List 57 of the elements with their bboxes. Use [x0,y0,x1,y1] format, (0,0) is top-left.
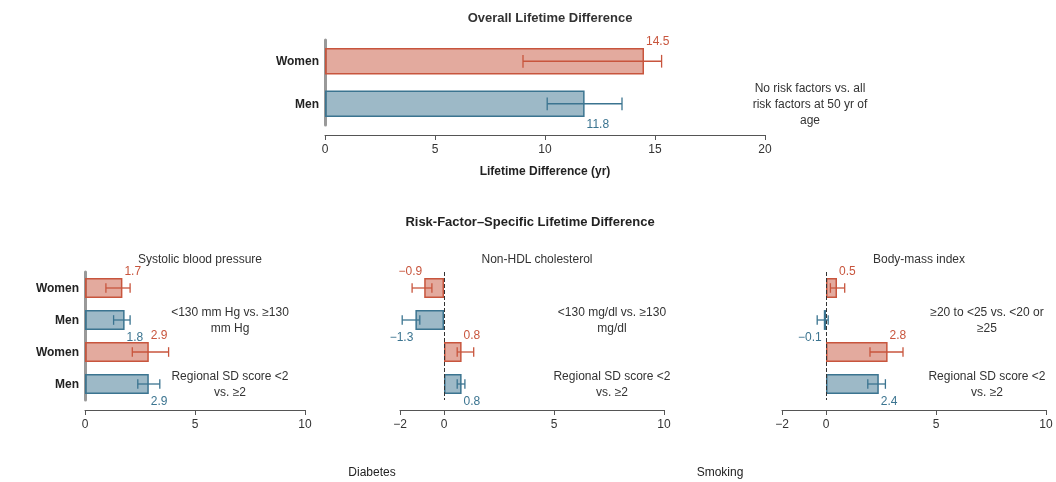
data-label: 0.8 [463,328,481,343]
y-tick-label: Men [55,377,79,391]
y-tick-label: Men [295,96,319,111]
data-label: 0.5 [839,264,857,279]
annotation: Regional SD score <2 vs. ≥2 [927,368,1047,400]
x-tick-label: 10 [1039,417,1053,431]
annotation: No risk factors vs. all risk factors at 50 yr of age [751,79,869,128]
chart-title: Systolic blood pressure [137,252,263,266]
data-label: 14.5 [646,34,670,49]
x-tick-label: 5 [932,417,940,431]
chart-title: Non-HDL cholesterol [481,252,593,266]
x-tick-label: 0 [440,417,448,431]
data-label: 1.7 [124,264,142,279]
chart-title: Overall Lifetime Difference [467,10,633,25]
data-label: 0.8 [463,393,481,408]
annotation: Regional SD score <2 vs. ≥2 [170,368,290,400]
x-axis-title: Lifetime Difference (yr) [479,164,611,178]
x-tick-label: 0 [81,417,89,431]
bar [826,342,888,362]
annotation: Regional SD score <2 vs. ≥2 [552,368,672,400]
data-label: −0.1 [798,329,823,344]
y-tick-label: Men [55,313,79,327]
data-label: 2.9 [150,393,168,408]
data-label: 2.4 [880,393,898,408]
annotation: <130 mg/dl vs. ≥130 mg/dl [556,304,668,336]
x-tick-label: 20 [758,142,772,156]
data-label: −0.9 [398,264,423,279]
annotation: ≥20 to <25 vs. <20 or ≥25 [929,304,1045,336]
y-tick-label: Women [35,281,79,295]
text: Smoking [696,465,744,479]
chart-title: Body-mass index [872,252,966,266]
annotation: <130 mm Hg vs. ≥130 mm Hg [170,304,290,336]
data-label: −1.3 [389,329,414,344]
text: Diabetes [348,465,396,479]
data-label: 2.9 [150,328,168,343]
x-tick-label: 0 [822,417,830,431]
bar [826,374,879,394]
x-tick-label: 0 [321,142,329,156]
bar [85,342,149,362]
text: Risk-Factor–Specific Lifetime Difference [405,214,655,229]
x-tick-label: 10 [657,417,671,431]
x-tick-label: 5 [191,417,199,431]
data-label: 1.8 [126,329,144,344]
x-tick-label: 5 [431,142,439,156]
x-tick-label: −2 [775,417,790,431]
y-tick-label: Women [275,54,319,69]
x-tick-label: 5 [550,417,558,431]
x-tick-label: 10 [538,142,552,156]
bar [85,310,125,330]
bar [85,374,149,394]
bar [85,278,123,298]
x-tick-label: 10 [298,417,312,431]
data-label: 11.8 [586,116,610,131]
x-tick-label: 15 [648,142,662,156]
data-label: 2.8 [889,328,907,343]
x-tick-label: −2 [393,417,408,431]
y-tick-label: Women [35,345,79,359]
